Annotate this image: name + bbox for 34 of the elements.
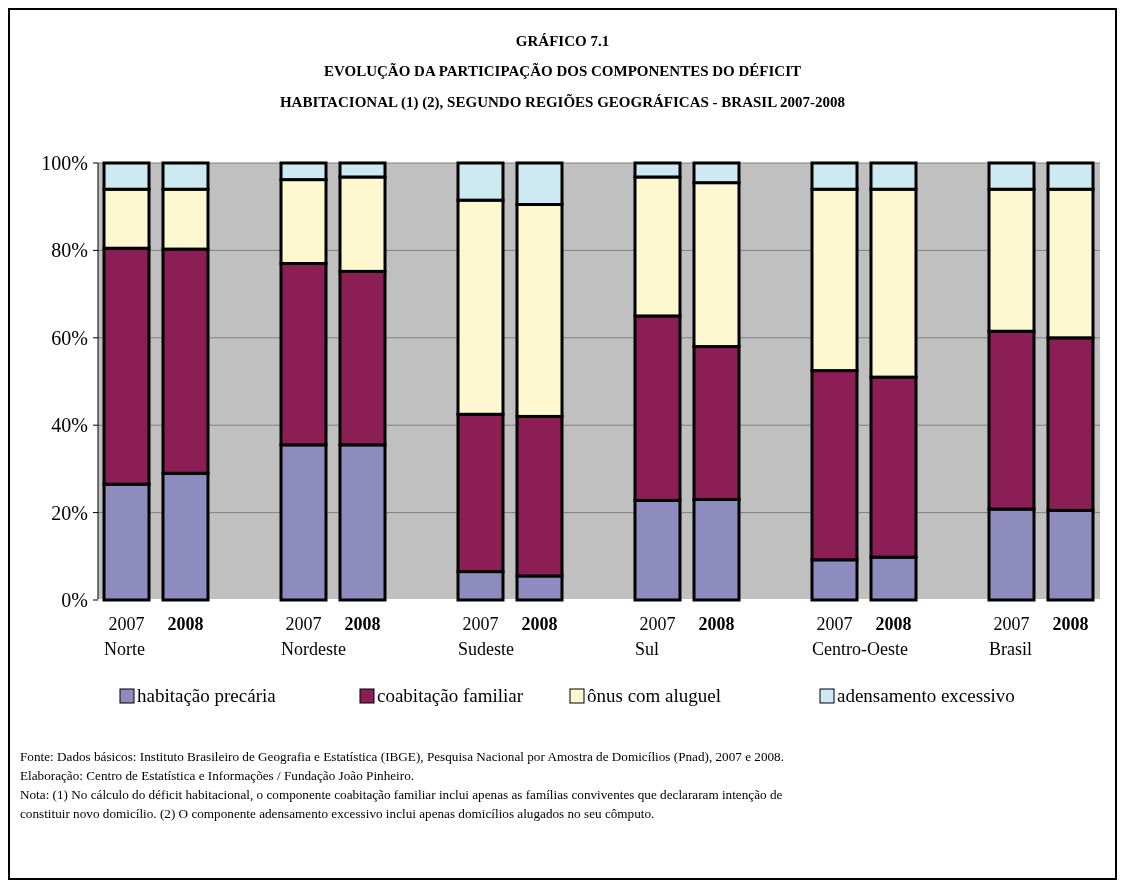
chart-subtitle: EVOLUÇÃO DA PARTICIPAÇÃO DOS COMPONENTES DO DÉFICIT HABITACIONAL (1) (2), SEGUNDO REGIÕES GEOGRÁFICAS - BRASIL 2007-2008 (279, 62, 846, 111)
y-tick-label: 100% (41, 152, 88, 174)
legend-label: coabitação familiar (377, 685, 524, 706)
y-tick-label: 40% (51, 414, 88, 437)
text: Brasil (989, 639, 1032, 659)
legend-label: ônus com aluguel (587, 685, 722, 706)
text: Sudeste (458, 639, 515, 659)
x-tick-label: 2008 (521, 614, 558, 634)
x-tick-label: 2007 (108, 614, 145, 634)
y-tick-label: 80% (51, 239, 88, 262)
y-tick-label: 20% (51, 501, 88, 524)
x-tick-label: 2008 (167, 614, 204, 634)
x-tick-label: 2007 (639, 614, 676, 634)
x-tick-label: 2007 (993, 614, 1030, 634)
x-tick-label: 2008 (875, 614, 912, 634)
text: constituir novo domicílio. (2) O componente adensamento excessivo inclui apenas domicílios alugados no seu cômputo. (20, 806, 655, 821)
x-tick-label: 2008 (698, 614, 735, 634)
y-tick-label: 60% (51, 326, 88, 349)
text: Centro-Oeste (812, 639, 908, 659)
x-tick-label: 2008 (1052, 614, 1089, 634)
x-tick-label: 2007 (285, 614, 322, 634)
legend-label: habitação precária (137, 685, 277, 706)
x-tick-label: 2008 (344, 614, 381, 634)
text: Norte (104, 639, 145, 659)
x-tick-label: 2007 (816, 614, 853, 634)
source-note: Fonte: Dados básicos: Instituto Brasileiro de Geografia e Estatística (IBGE), Pesquisa Nacional por Amostra de Domicílios (Pnad), 2007 e 2008. (20, 749, 784, 764)
x-tick-label: 2007 (462, 614, 499, 634)
legend-label: adensamento excessivo (837, 685, 1015, 706)
text: Sul (635, 639, 660, 659)
text: Elaboração: Centro de Estatística e Informações / Fundação João Pinheiro. (20, 768, 415, 783)
y-tick-label: 0% (61, 589, 88, 611)
text: Nordeste (281, 639, 346, 659)
chart-title: GRÁFICO 7.1 (515, 33, 610, 49)
text: Nota: (1) No cálculo do déficit habitacional, o componente coabitação familiar inclui apenas as famílias conviventes que declararam intenção de (20, 787, 783, 802)
